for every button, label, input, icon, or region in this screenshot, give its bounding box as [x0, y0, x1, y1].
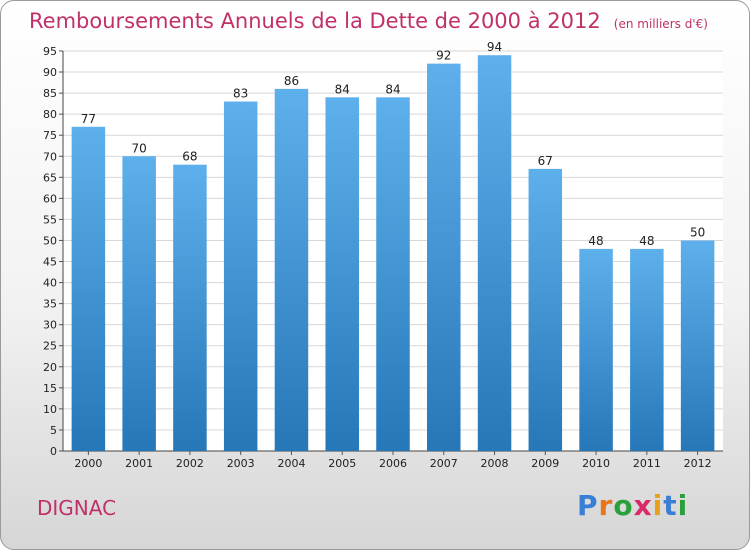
logo-letter: x — [633, 489, 653, 522]
y-tick-label: 75 — [43, 129, 57, 142]
bar-2001 — [122, 156, 156, 451]
bar-value-label: 83 — [233, 87, 248, 101]
bar-2006 — [376, 97, 410, 451]
commune-name: DIGNAC — [37, 496, 117, 520]
bar-value-label: 92 — [436, 49, 451, 63]
x-tick-label: 2012 — [684, 457, 712, 470]
y-tick-label: 20 — [43, 361, 57, 374]
y-tick-label: 60 — [43, 192, 57, 205]
logo-letter: o — [613, 489, 634, 522]
y-tick-label: 95 — [43, 45, 57, 58]
bar-2008 — [477, 55, 512, 452]
y-tick-label: 90 — [43, 66, 57, 79]
bar-2004 — [274, 88, 309, 451]
y-tick-label: 30 — [43, 319, 57, 332]
y-tick-label: 80 — [43, 108, 57, 121]
bar-2003 — [223, 101, 258, 452]
logo-letter: t — [663, 489, 678, 522]
y-tick-label: 10 — [43, 403, 57, 416]
bar-value-label: 86 — [284, 74, 299, 88]
bar-value-label: 94 — [487, 40, 502, 54]
chart-subtitle: (en milliers d'€) — [613, 17, 708, 31]
y-tick-label: 45 — [43, 256, 57, 269]
x-tick-label: 2005 — [328, 457, 356, 470]
x-tick-label: 2002 — [176, 457, 204, 470]
chart-title: Remboursements Annuels de la Dette de 20… — [29, 9, 601, 33]
x-tick-label: 2009 — [531, 457, 559, 470]
bar-value-label: 77 — [81, 112, 96, 126]
bar-value-label: 48 — [639, 234, 654, 248]
y-tick-label: 85 — [43, 87, 57, 100]
x-tick-label: 2003 — [227, 457, 255, 470]
bar-2000 — [71, 126, 106, 451]
logo-letter: P — [577, 489, 599, 522]
y-tick-label: 5 — [50, 424, 57, 437]
y-tick-label: 15 — [43, 382, 57, 395]
bar-2002 — [173, 164, 207, 451]
bar-value-label: 67 — [538, 154, 553, 168]
y-tick-label: 35 — [43, 298, 57, 311]
bar-value-label: 84 — [385, 82, 400, 96]
bar-value-label: 70 — [132, 141, 147, 155]
y-tick-label: 70 — [43, 150, 57, 163]
proxiti-logo: Proxiti — [577, 489, 688, 522]
bar-value-label: 68 — [182, 150, 197, 164]
bar-2009 — [528, 168, 563, 452]
bar-2007 — [427, 63, 461, 451]
x-tick-label: 2011 — [633, 457, 661, 470]
y-tick-label: 40 — [43, 277, 57, 290]
chart-title-row: Remboursements Annuels de la Dette de 20… — [29, 9, 708, 33]
logo-letter: i — [652, 489, 664, 522]
x-tick-label: 2007 — [430, 457, 458, 470]
bar-value-label: 50 — [690, 225, 705, 239]
y-tick-label: 65 — [43, 171, 57, 184]
logo-letter: i — [677, 489, 689, 522]
x-tick-label: 2004 — [277, 457, 305, 470]
bar-2010 — [579, 248, 613, 451]
y-tick-label: 50 — [43, 234, 57, 247]
logo-letter: r — [598, 489, 614, 522]
bar-value-label: 84 — [335, 82, 350, 96]
x-tick-label: 2000 — [74, 457, 102, 470]
x-tick-label: 2010 — [582, 457, 610, 470]
y-tick-label: 55 — [43, 213, 57, 226]
x-tick-label: 2008 — [481, 457, 509, 470]
bar-value-label: 48 — [588, 234, 603, 248]
bar-2012 — [680, 240, 715, 451]
bar-2011 — [630, 248, 664, 451]
y-tick-label: 0 — [50, 445, 57, 458]
bar-2005 — [325, 97, 359, 451]
y-tick-label: 25 — [43, 340, 57, 353]
x-tick-label: 2001 — [125, 457, 153, 470]
x-tick-label: 2006 — [379, 457, 407, 470]
